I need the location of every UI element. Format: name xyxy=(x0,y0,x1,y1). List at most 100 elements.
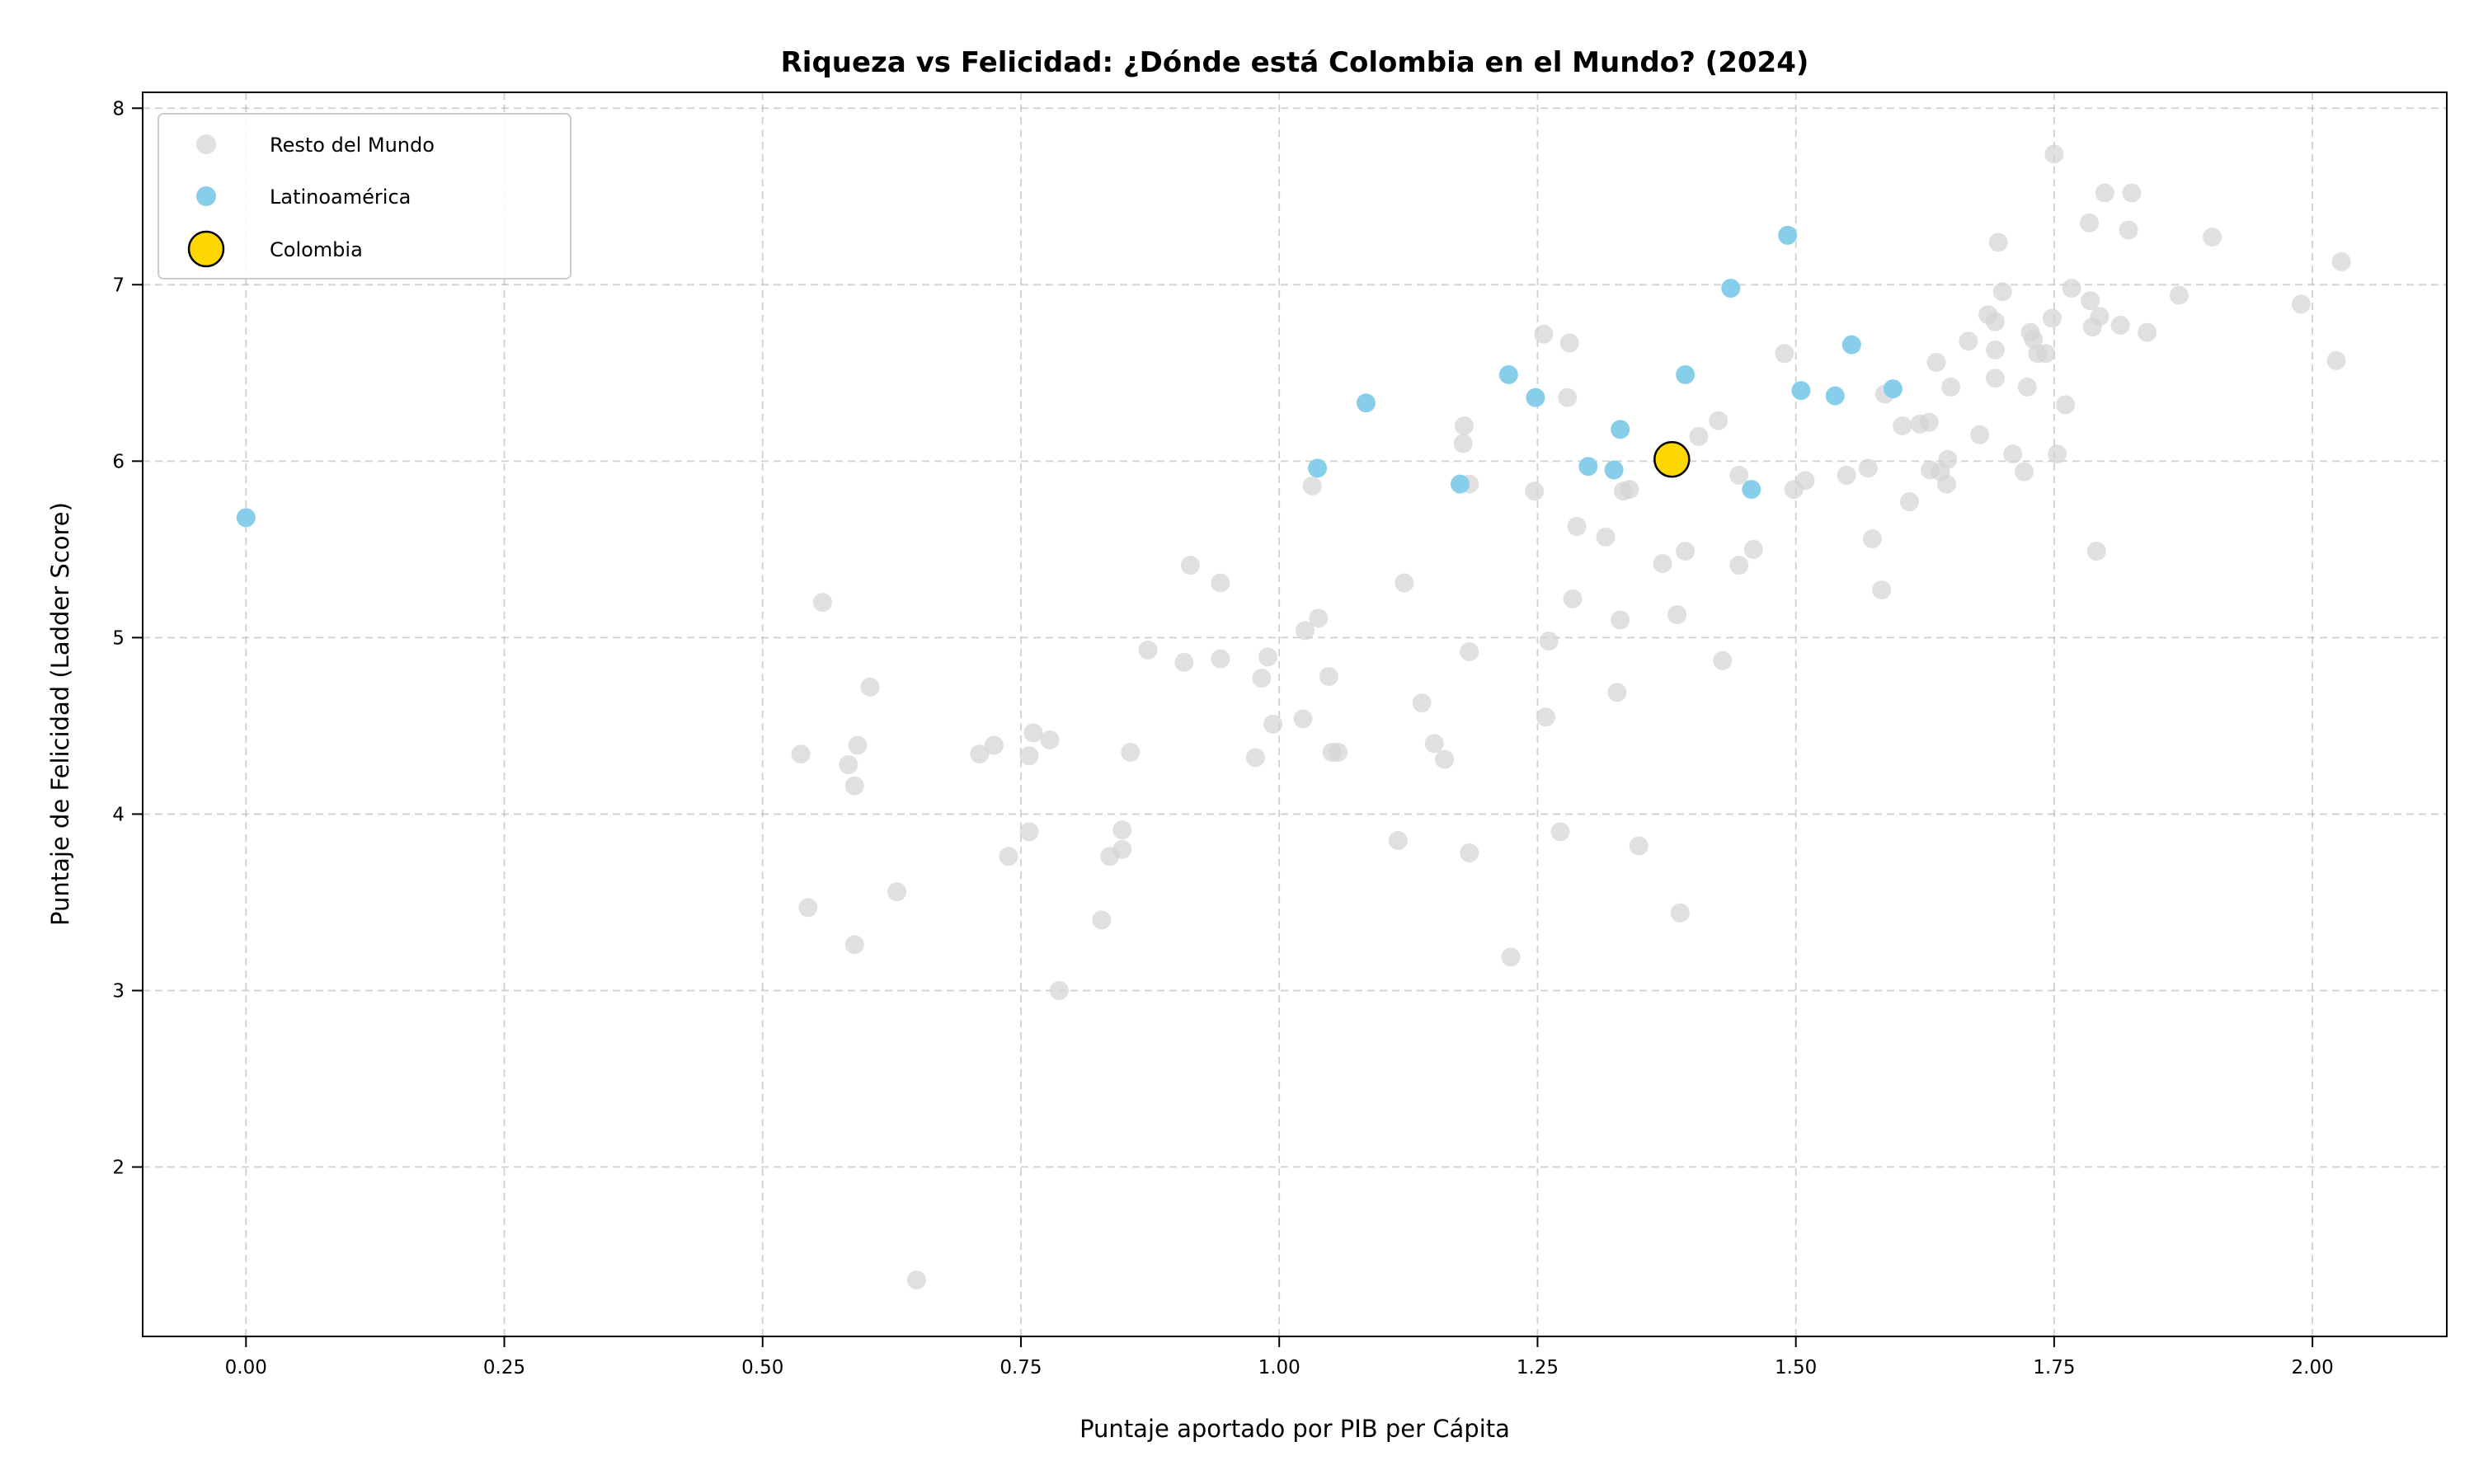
point-resto-del-mundo xyxy=(1550,822,1570,842)
point-resto-del-mundo xyxy=(1395,573,1414,593)
y-tick-label: 2 xyxy=(112,1158,125,1179)
point-resto-del-mundo xyxy=(1941,377,1961,397)
point-resto-del-mundo xyxy=(812,593,832,613)
point-resto-del-mundo xyxy=(1729,556,1749,575)
point-resto-del-mundo xyxy=(1899,492,1919,512)
legend-label-resto: Resto del Mundo xyxy=(270,134,435,157)
plot-frame xyxy=(142,92,2448,1337)
point-resto-del-mundo xyxy=(1937,474,1957,494)
x-axis-label: Puntaje aportado por PIB per Cápita xyxy=(1079,1415,1510,1443)
point-resto-del-mundo xyxy=(2086,542,2106,561)
point-resto-del-mundo xyxy=(1970,425,1990,444)
point-resto-del-mundo xyxy=(1112,820,1132,840)
point-latinoamerica xyxy=(1742,480,1761,500)
point-resto-del-mundo xyxy=(1211,649,1230,669)
point-resto-del-mundo xyxy=(2291,294,2311,314)
point-resto-del-mundo xyxy=(1689,426,1709,446)
point-resto-del-mundo xyxy=(2110,316,2130,336)
point-resto-del-mundo xyxy=(970,744,990,764)
y-tick-label: 7 xyxy=(112,275,125,296)
point-resto-del-mundo xyxy=(844,776,864,796)
point-latinoamerica xyxy=(1498,364,1518,384)
legend-label-latam: Latinoamérica xyxy=(270,186,411,209)
legend: Resto del Mundo Latinoamérica Colombia xyxy=(158,113,571,279)
point-resto-del-mundo xyxy=(1536,707,1555,727)
point-resto-del-mundo xyxy=(1988,232,2008,252)
point-resto-del-mundo xyxy=(1092,910,1112,930)
point-resto-del-mundo xyxy=(1019,822,1039,842)
point-latinoamerica xyxy=(1825,386,1845,406)
point-resto-del-mundo xyxy=(1862,529,1882,549)
point-latinoamerica xyxy=(1778,225,1798,245)
point-resto-del-mundo xyxy=(1858,458,1878,478)
point-resto-del-mundo xyxy=(2003,444,2023,464)
point-resto-del-mundo xyxy=(1611,610,1630,630)
point-resto-del-mundo xyxy=(2036,344,2056,364)
point-resto-del-mundo xyxy=(791,744,811,764)
point-resto-del-mundo xyxy=(1607,683,1627,702)
point-resto-del-mundo xyxy=(2015,462,2034,481)
y-tick-label: 6 xyxy=(112,451,125,472)
point-resto-del-mundo xyxy=(1629,836,1649,856)
point-resto-del-mundo xyxy=(848,735,868,755)
point-resto-del-mundo xyxy=(1019,746,1039,766)
point-resto-del-mundo xyxy=(1743,539,1763,559)
point-resto-del-mundo xyxy=(1559,333,1579,353)
point-resto-del-mundo xyxy=(1713,650,1733,670)
point-resto-del-mundo xyxy=(1121,743,1141,763)
point-resto-del-mundo xyxy=(1412,693,1432,713)
point-resto-del-mundo xyxy=(1985,340,2005,360)
point-resto-del-mundo xyxy=(1319,666,1338,686)
data-points xyxy=(236,144,2351,1290)
point-latinoamerica xyxy=(1721,279,1741,298)
point-resto-del-mundo xyxy=(887,882,907,902)
point-resto-del-mundo xyxy=(999,847,1018,866)
ticks: 0.00 0.25 0.50 0.75 1.00 1.25 1.50 1.75 2.00 2 3 4 5… xyxy=(112,98,2333,1378)
point-resto-del-mundo xyxy=(1302,476,1322,495)
point-resto-del-mundo xyxy=(2095,183,2114,203)
x-tick-label: 1.50 xyxy=(1775,1357,1817,1378)
point-resto-del-mundo xyxy=(1112,839,1132,859)
point-resto-del-mundo xyxy=(1329,743,1348,763)
point-resto-del-mundo xyxy=(1293,709,1313,729)
point-resto-del-mundo xyxy=(1174,652,1194,672)
point-latinoamerica xyxy=(1450,474,1470,494)
point-resto-del-mundo xyxy=(1938,449,1958,469)
point-resto-del-mundo xyxy=(2081,291,2100,311)
point-resto-del-mundo xyxy=(1388,831,1408,851)
point-latinoamerica xyxy=(236,508,256,528)
point-resto-del-mundo xyxy=(1872,580,1892,600)
point-resto-del-mundo xyxy=(1959,331,1978,351)
point-resto-del-mundo xyxy=(1258,647,1277,667)
x-tick-label: 0.50 xyxy=(741,1357,783,1378)
x-tick-label: 0.75 xyxy=(999,1357,1042,1378)
point-resto-del-mundo xyxy=(1049,980,1069,1000)
point-resto-del-mundo xyxy=(1729,465,1749,485)
point-resto-del-mundo xyxy=(860,677,880,697)
point-latinoamerica xyxy=(1604,460,1624,480)
point-resto-del-mundo xyxy=(798,898,818,918)
point-resto-del-mundo xyxy=(2326,350,2346,370)
point-resto-del-mundo xyxy=(1245,748,1265,768)
point-latinoamerica xyxy=(1791,381,1811,401)
point-resto-del-mundo xyxy=(906,1270,926,1290)
point-resto-del-mundo xyxy=(1667,605,1687,625)
point-resto-del-mundo xyxy=(984,735,1004,755)
point-latinoamerica xyxy=(1883,379,1903,399)
point-resto-del-mundo xyxy=(2017,377,2037,397)
point-resto-del-mundo xyxy=(2138,322,2157,342)
point-resto-del-mundo xyxy=(1263,714,1283,734)
x-tick-label: 1.25 xyxy=(1517,1357,1559,1378)
point-latinoamerica xyxy=(1526,387,1545,407)
point-latinoamerica xyxy=(1578,457,1598,477)
point-resto-del-mundo xyxy=(1023,723,1043,743)
point-resto-del-mundo xyxy=(2169,285,2189,305)
point-resto-del-mundo xyxy=(1563,589,1583,608)
point-resto-del-mundo xyxy=(2044,144,2064,164)
point-resto-del-mundo xyxy=(1926,352,1946,372)
point-resto-del-mundo xyxy=(1525,481,1545,501)
grid xyxy=(143,92,2447,1336)
point-resto-del-mundo xyxy=(1460,843,1479,863)
x-tick-label: 2.00 xyxy=(2292,1357,2334,1378)
